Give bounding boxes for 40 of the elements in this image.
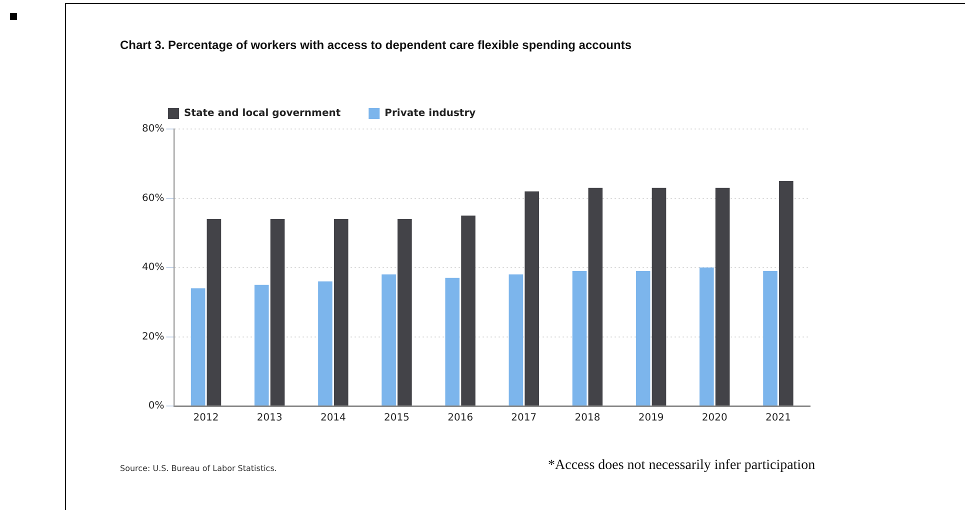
y-tick-label: 80% xyxy=(142,124,164,135)
x-tick-label: 2021 xyxy=(765,412,791,424)
bar xyxy=(508,274,524,406)
y-tick-label: 0% xyxy=(148,400,164,412)
x-tick-label: 2018 xyxy=(574,412,600,424)
x-tick-label: 2014 xyxy=(320,412,346,424)
x-tick-label: 2019 xyxy=(638,412,664,424)
bar xyxy=(524,191,539,406)
bar xyxy=(445,278,460,406)
bar xyxy=(700,268,714,406)
legend-label: State and local government xyxy=(184,108,341,120)
bar xyxy=(763,270,778,406)
x-tick-label: 2012 xyxy=(193,412,219,424)
bar xyxy=(461,216,476,406)
bar xyxy=(572,270,587,406)
y-tick-label: 40% xyxy=(142,262,164,274)
x-tick-label: 2016 xyxy=(448,412,474,424)
bar xyxy=(206,219,222,406)
y-tick-label: 60% xyxy=(142,192,164,204)
bar xyxy=(334,219,348,406)
bar xyxy=(636,270,650,406)
y-tick-label: 20% xyxy=(142,331,164,342)
bar xyxy=(652,188,666,406)
text: *Access does not necessarily infer participation xyxy=(548,458,816,474)
chart-title: Chart 3. Percentage of workers with access to dependent care flexible spending accounts xyxy=(120,38,632,52)
bar xyxy=(715,188,730,406)
source-note: Source: U.S. Bureau of Labor Statistics. xyxy=(120,464,277,473)
bar xyxy=(779,180,794,406)
x-tick-label: 2013 xyxy=(256,412,282,424)
bar xyxy=(382,274,396,406)
bar xyxy=(398,219,412,406)
bar xyxy=(190,288,206,406)
x-tick-label: 2015 xyxy=(384,412,410,424)
bar xyxy=(270,219,285,406)
bar xyxy=(254,284,269,406)
x-tick-label: 2020 xyxy=(702,412,728,424)
x-tick-label: 2017 xyxy=(511,412,537,424)
bar xyxy=(588,188,603,406)
bar xyxy=(318,281,332,406)
legend-label: Private industry xyxy=(384,108,476,120)
